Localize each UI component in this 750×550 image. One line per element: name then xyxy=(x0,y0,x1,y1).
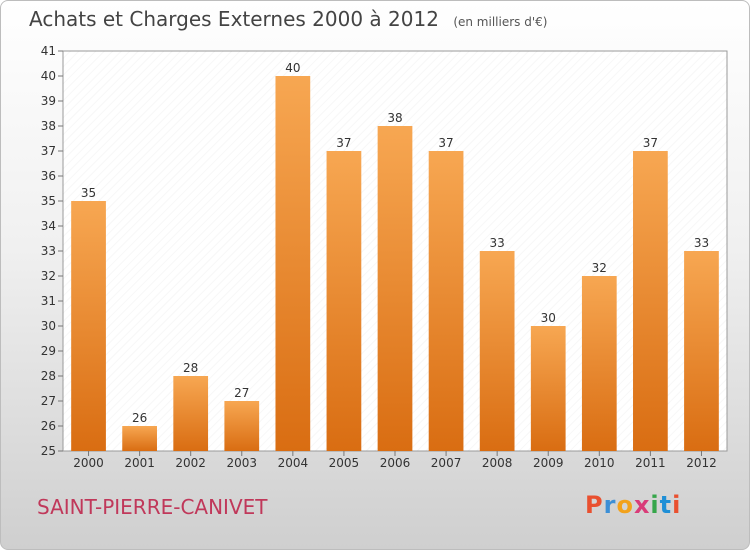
bar-value-label: 33 xyxy=(694,236,709,250)
y-tick-label: 37 xyxy=(41,144,56,158)
x-tick-label: 2009 xyxy=(533,456,564,470)
x-tick-label: 2012 xyxy=(686,456,717,470)
bar-2008 xyxy=(479,251,515,451)
bar-value-label: 37 xyxy=(643,136,658,150)
y-tick-label: 36 xyxy=(41,169,56,183)
y-tick-label: 38 xyxy=(41,119,56,133)
y-tick-label: 25 xyxy=(41,444,56,458)
y-axis: 25 26 27 28 29 30 31 32 33 34 35 36 37 38 39 40 41 xyxy=(41,44,63,458)
bar-2011 xyxy=(633,151,668,451)
x-tick-label: 2011 xyxy=(635,456,666,470)
brand-letter: t xyxy=(659,491,673,519)
bar-value-label: 40 xyxy=(285,61,300,75)
x-tick-label: 2003 xyxy=(226,456,257,470)
bars: 35 26 28 27 40 37 38 37 33 30 32 37 33 xyxy=(71,61,719,451)
x-tick-label: 2010 xyxy=(584,456,615,470)
x-tick-label: 2007 xyxy=(431,456,462,470)
brand-letter: o xyxy=(616,491,634,519)
bar-2003 xyxy=(224,401,260,451)
bar-2012 xyxy=(684,251,719,451)
bar-2001 xyxy=(122,426,157,451)
bar-value-label: 37 xyxy=(438,136,453,150)
x-tick-label: 2005 xyxy=(329,456,360,470)
bar-2009 xyxy=(530,326,566,451)
y-tick-label: 31 xyxy=(41,294,56,308)
chart-title-block: Achats et Charges Externes 2000 à 2012 (… xyxy=(29,7,547,31)
y-tick-label: 27 xyxy=(41,394,56,408)
bar-2004 xyxy=(275,76,311,451)
x-tick-label: 2001 xyxy=(124,456,155,470)
bar-value-label: 28 xyxy=(183,361,198,375)
bar-2005 xyxy=(326,151,362,451)
y-tick-label: 40 xyxy=(41,69,56,83)
y-tick-label: 29 xyxy=(41,344,56,358)
brand-letter: i xyxy=(650,491,660,519)
chart-subtitle: (en milliers d'€) xyxy=(453,15,548,29)
y-tick-label: 34 xyxy=(41,219,56,233)
bar-2010 xyxy=(581,276,617,451)
bar-value-label: 27 xyxy=(234,386,249,400)
bar-value-label: 38 xyxy=(387,111,402,125)
y-tick-label: 39 xyxy=(41,94,56,108)
y-tick-label: 35 xyxy=(41,194,56,208)
bar-value-label: 37 xyxy=(336,136,351,150)
bar-value-label: 30 xyxy=(541,311,556,325)
brand-letter: r xyxy=(603,491,617,519)
bar-2007 xyxy=(428,151,464,451)
x-tick-label: 2008 xyxy=(482,456,513,470)
brand-letter: P xyxy=(585,491,604,519)
x-tick-label: 2006 xyxy=(380,456,411,470)
brand-letter: i xyxy=(672,491,682,519)
y-tick-label: 32 xyxy=(41,269,56,283)
bar-value-label: 35 xyxy=(81,186,96,200)
brand-logo: Proxiti xyxy=(585,491,681,519)
chart-title: Achats et Charges Externes 2000 à 2012 xyxy=(29,7,439,31)
y-tick-label: 26 xyxy=(41,419,56,433)
bar-2006 xyxy=(377,126,413,451)
y-tick-label: 41 xyxy=(41,44,56,58)
bar-value-label: 26 xyxy=(132,411,147,425)
y-tick-label: 33 xyxy=(41,244,56,258)
x-tick-label: 2004 xyxy=(278,456,309,470)
bar-2000 xyxy=(71,201,106,451)
x-tick-label: 2002 xyxy=(175,456,206,470)
bar-value-label: 33 xyxy=(490,236,505,250)
brand-letter: x xyxy=(633,491,651,519)
x-axis: 2000 2001 2002 2003 2004 2005 2006 2007 2008 2009… xyxy=(73,451,717,470)
y-tick-label: 28 xyxy=(41,369,56,383)
bar-2002 xyxy=(173,376,209,451)
bar-value-label: 32 xyxy=(592,261,607,275)
y-tick-label: 30 xyxy=(41,319,56,333)
place-name: SAINT-PIERRE-CANIVET xyxy=(37,495,268,519)
x-tick-label: 2000 xyxy=(73,456,104,470)
